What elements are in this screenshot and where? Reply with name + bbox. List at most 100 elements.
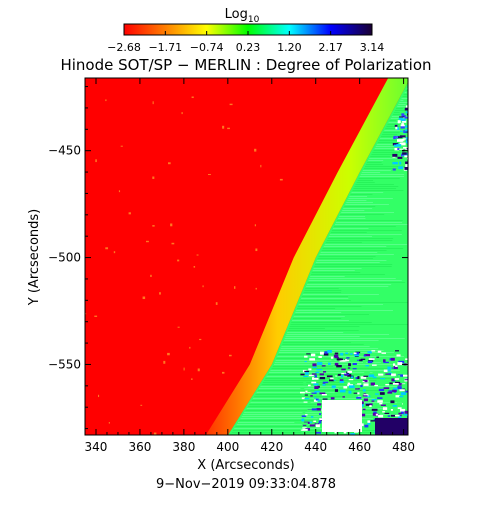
- noise-speckle: [404, 116, 408, 119]
- noise-speckle: [375, 393, 379, 395]
- stripe: [234, 428, 362, 429]
- stripe: [331, 230, 402, 231]
- noise-speckle: [364, 354, 371, 357]
- noise-speckle: [318, 420, 322, 424]
- noise-speckle: [303, 375, 309, 378]
- noise-speckle: [379, 402, 383, 405]
- noise-speckle: [322, 398, 328, 400]
- noise-speckle: [355, 388, 360, 390]
- noise-speckle: [387, 391, 393, 394]
- stripe: [317, 258, 373, 259]
- noise-speckle: [380, 378, 386, 380]
- noise-speckle: [397, 139, 403, 142]
- speckle: [171, 242, 175, 245]
- noise-speckle: [362, 389, 366, 392]
- stripe: [360, 174, 405, 175]
- noise-speckle: [402, 400, 405, 403]
- stripe: [283, 342, 351, 343]
- speckle: [215, 302, 218, 305]
- noise-speckle: [344, 374, 349, 376]
- speckle: [229, 103, 233, 106]
- stripe: [389, 120, 396, 121]
- noise-speckle: [308, 368, 312, 371]
- noise-speckle: [302, 428, 308, 431]
- noise-speckle: [392, 405, 398, 407]
- noise-speckle: [302, 427, 307, 429]
- noise-speckle: [301, 415, 307, 417]
- stripe: [366, 164, 384, 165]
- noise-speckle: [400, 408, 406, 412]
- noise-speckle: [314, 386, 319, 389]
- noise-speckle: [371, 350, 376, 352]
- noise-speckle: [402, 120, 407, 123]
- noise-speckle: [339, 379, 344, 382]
- stripe: [385, 128, 398, 129]
- noise-speckle: [394, 147, 399, 151]
- noise-speckle: [350, 352, 353, 355]
- stripe: [291, 322, 372, 323]
- noise-speckle: [303, 401, 308, 403]
- noise-speckle: [409, 166, 411, 168]
- noise-speckle: [397, 386, 402, 390]
- stripe: [370, 156, 391, 157]
- noise-speckle: [315, 424, 320, 428]
- noise-speckle: [306, 353, 311, 355]
- stripe: [278, 354, 357, 355]
- speckle: [181, 112, 183, 115]
- noise-speckle: [304, 394, 308, 396]
- noise-speckle: [407, 140, 408, 144]
- noise-speckle: [398, 360, 405, 364]
- noise-speckle: [385, 373, 392, 375]
- noise-speckle: [392, 162, 398, 165]
- noise-speckle: [304, 361, 307, 363]
- speckle: [254, 224, 256, 227]
- noise-speckle: [401, 384, 406, 386]
- stripe: [358, 178, 400, 179]
- noise-speckle: [306, 409, 313, 411]
- noise-speckle: [382, 411, 386, 413]
- noise-speckle: [397, 402, 403, 406]
- noise-speckle: [343, 386, 348, 389]
- stripe: [354, 186, 399, 187]
- noise-speckle: [383, 359, 386, 363]
- stripe: [329, 234, 402, 235]
- stripe: [344, 206, 376, 207]
- colorbar-tick-label: 1.20: [277, 41, 302, 54]
- noise-speckle: [359, 413, 366, 417]
- noise-speckle: [341, 373, 347, 375]
- noise-speckle: [350, 392, 355, 395]
- stripe: [292, 318, 342, 319]
- noise-speckle: [372, 376, 377, 379]
- speckle: [191, 96, 194, 99]
- stripe: [297, 306, 362, 307]
- stripe: [293, 316, 345, 317]
- noise-speckle: [391, 373, 396, 376]
- stripe: [260, 386, 398, 387]
- speckle: [170, 223, 173, 227]
- noise-speckle: [363, 354, 366, 357]
- stripe: [296, 310, 393, 311]
- stripe: [274, 362, 381, 363]
- stripe: [387, 124, 400, 125]
- speckle: [255, 287, 257, 290]
- noise-speckle: [395, 381, 401, 384]
- stripe: [337, 220, 403, 221]
- stripe: [280, 348, 379, 349]
- low-region-speckles: [85, 96, 283, 435]
- noise-speckle: [300, 429, 304, 431]
- noise-speckle: [347, 367, 351, 369]
- stripe: [349, 196, 368, 197]
- noise-speckle: [301, 397, 306, 400]
- speckle: [199, 338, 202, 341]
- noise-speckle: [324, 351, 328, 354]
- speckle: [95, 159, 97, 163]
- noise-speckle: [409, 139, 414, 142]
- stripe: [398, 104, 406, 105]
- y-axis-label: Y (Arcseconds): [27, 209, 42, 306]
- noise-speckle: [400, 118, 406, 121]
- noise-speckle: [401, 115, 406, 118]
- stripe: [345, 204, 389, 205]
- noise-speckle: [404, 410, 408, 414]
- noise-speckle: [367, 423, 371, 425]
